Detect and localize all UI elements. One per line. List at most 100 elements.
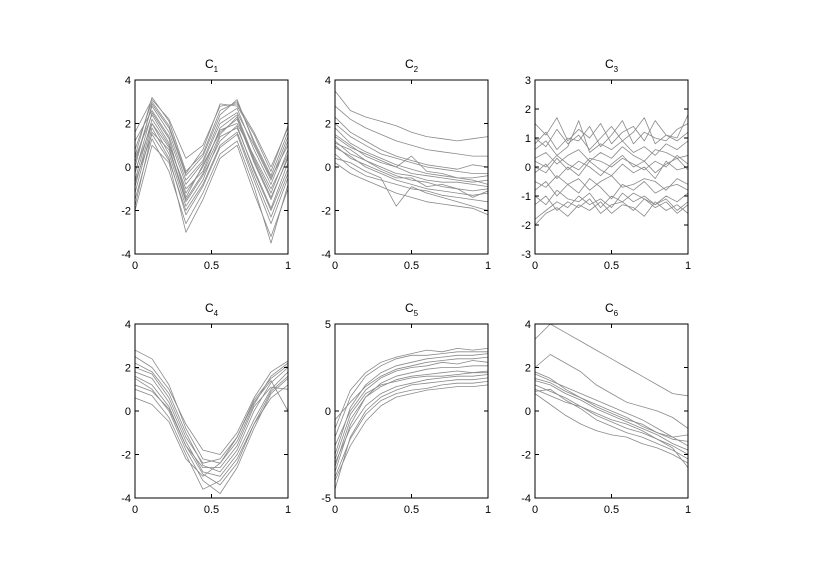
panel-title-letter: C xyxy=(605,57,614,71)
series-line xyxy=(135,371,288,477)
x-tick-label: 0.5 xyxy=(404,504,419,516)
series-line xyxy=(535,175,688,191)
series-line xyxy=(335,147,488,196)
series-line xyxy=(335,140,488,192)
y-tick-label: -4 xyxy=(321,249,331,261)
series-line xyxy=(335,144,488,198)
panel-title: C3 xyxy=(605,57,619,74)
y-tick-label: 2 xyxy=(525,363,531,375)
x-tick-label: 1 xyxy=(685,504,691,516)
panel-title: C4 xyxy=(205,301,219,318)
series-line xyxy=(335,105,488,157)
series-line xyxy=(135,116,288,201)
series-line xyxy=(135,375,288,486)
series-line xyxy=(135,380,288,477)
series-line xyxy=(135,138,288,244)
y-tick-label: 0 xyxy=(125,406,131,418)
panel-title-letter: C xyxy=(605,301,614,315)
y-tick-label: 2 xyxy=(125,119,131,131)
panel-title: C2 xyxy=(405,57,419,74)
panel-title-subscript: 6 xyxy=(614,309,619,318)
x-tick-label: 0 xyxy=(132,260,138,272)
series-line xyxy=(135,99,288,168)
panel-title-subscript: 5 xyxy=(414,309,419,318)
y-tick-label: -3 xyxy=(521,249,531,261)
panel-title-letter: C xyxy=(205,301,214,315)
series-line xyxy=(535,117,688,151)
series-line xyxy=(335,374,488,464)
panel-title-subscript: 1 xyxy=(214,65,219,74)
series-line xyxy=(335,360,488,446)
panel-title: C1 xyxy=(205,57,219,74)
x-tick-label: 1 xyxy=(485,504,491,516)
y-tick-label: -2 xyxy=(121,450,131,462)
series-line xyxy=(135,384,288,469)
series-line xyxy=(335,372,488,460)
series-line xyxy=(535,120,688,151)
panel-title-letter: C xyxy=(205,57,214,71)
series-line xyxy=(535,114,688,145)
y-tick-label: 5 xyxy=(325,319,331,331)
panel-title: C6 xyxy=(605,301,619,318)
series-line xyxy=(335,377,488,490)
series-line xyxy=(135,123,288,209)
series-line xyxy=(535,189,688,209)
y-tick-label: 2 xyxy=(125,363,131,375)
x-tick-label: 0.5 xyxy=(204,504,219,516)
x-tick-label: 0 xyxy=(532,504,538,516)
series-line xyxy=(535,120,688,156)
panel-c6: 0 0.5 1 -4 -2 0 2 4 C6 xyxy=(521,301,691,516)
x-tick-label: 0 xyxy=(332,260,338,272)
y-tick-label: -4 xyxy=(121,493,131,505)
panel-title-subscript: 2 xyxy=(414,65,419,74)
x-tick-label: 0.5 xyxy=(404,260,419,272)
x-tick-label: 0.5 xyxy=(604,504,619,516)
series-line xyxy=(135,384,288,490)
y-tick-label: -1 xyxy=(521,191,531,203)
x-tick-label: 1 xyxy=(485,260,491,272)
series-line xyxy=(335,116,488,170)
series-line xyxy=(535,388,688,455)
series-line xyxy=(535,192,688,220)
panel-title: C5 xyxy=(405,301,419,318)
series-line xyxy=(135,105,288,185)
panel-c1-lines xyxy=(135,97,288,244)
x-tick-label: 0.5 xyxy=(604,260,619,272)
series-line xyxy=(335,347,488,429)
panel-c4-lines xyxy=(135,349,288,495)
panel-c2-lines xyxy=(335,90,488,216)
panel-title-letter: C xyxy=(405,57,414,71)
y-tick-label: 0 xyxy=(325,162,331,174)
series-line xyxy=(335,142,488,187)
series-line xyxy=(535,388,688,460)
series-line xyxy=(535,393,688,464)
series-line xyxy=(335,162,488,216)
panel-title-subscript: 4 xyxy=(214,309,219,318)
y-tick-label: 0 xyxy=(525,406,531,418)
series-line xyxy=(135,110,288,185)
series-line xyxy=(335,157,488,211)
y-tick-label: 4 xyxy=(525,319,531,331)
series-line xyxy=(535,384,688,468)
series-line xyxy=(535,178,688,200)
x-tick-label: 1 xyxy=(285,504,291,516)
series-line xyxy=(335,134,488,183)
y-tick-label: -2 xyxy=(121,206,131,218)
series-line xyxy=(535,195,688,214)
y-tick-label: -2 xyxy=(321,206,331,218)
panel-title-subscript: 3 xyxy=(614,65,619,74)
series-line xyxy=(135,101,288,174)
y-tick-label: -4 xyxy=(521,493,531,505)
series-line xyxy=(535,354,688,429)
panel-title-letter: C xyxy=(405,301,414,315)
series-line xyxy=(135,114,288,194)
y-tick-label: 0 xyxy=(325,406,331,418)
panel-c5-lines xyxy=(335,347,488,490)
x-tick-label: 0 xyxy=(532,260,538,272)
